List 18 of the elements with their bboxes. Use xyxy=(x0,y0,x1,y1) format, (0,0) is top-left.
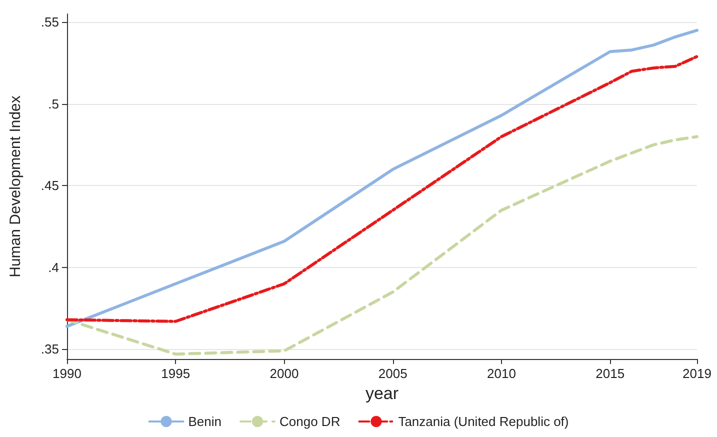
x-tick-label: 1995 xyxy=(161,366,190,381)
legend-label: Benin xyxy=(188,414,222,429)
y-tick-label: .55 xyxy=(40,14,59,30)
y-tick-label: .5 xyxy=(48,96,59,112)
x-tick-label: 1990 xyxy=(52,366,82,381)
y-tick-label: .35 xyxy=(40,342,59,357)
x-tick-label: 2000 xyxy=(270,366,299,381)
y-tick-label: .45 xyxy=(40,178,59,194)
line-series xyxy=(66,135,698,356)
x-tick-label: 2010 xyxy=(487,366,516,381)
x-tick-label: 2015 xyxy=(596,366,625,381)
x-tick-label: 2005 xyxy=(378,366,408,381)
x-axis-title: year xyxy=(365,384,399,403)
y-axis-title: Human Development Index xyxy=(7,95,24,278)
y-tick-label: .4 xyxy=(48,260,59,275)
legend-label: Tanzania (United Republic of) xyxy=(398,414,569,429)
legend-label: Congo DR xyxy=(280,414,340,429)
x-tick-label: 2019 xyxy=(682,366,712,381)
